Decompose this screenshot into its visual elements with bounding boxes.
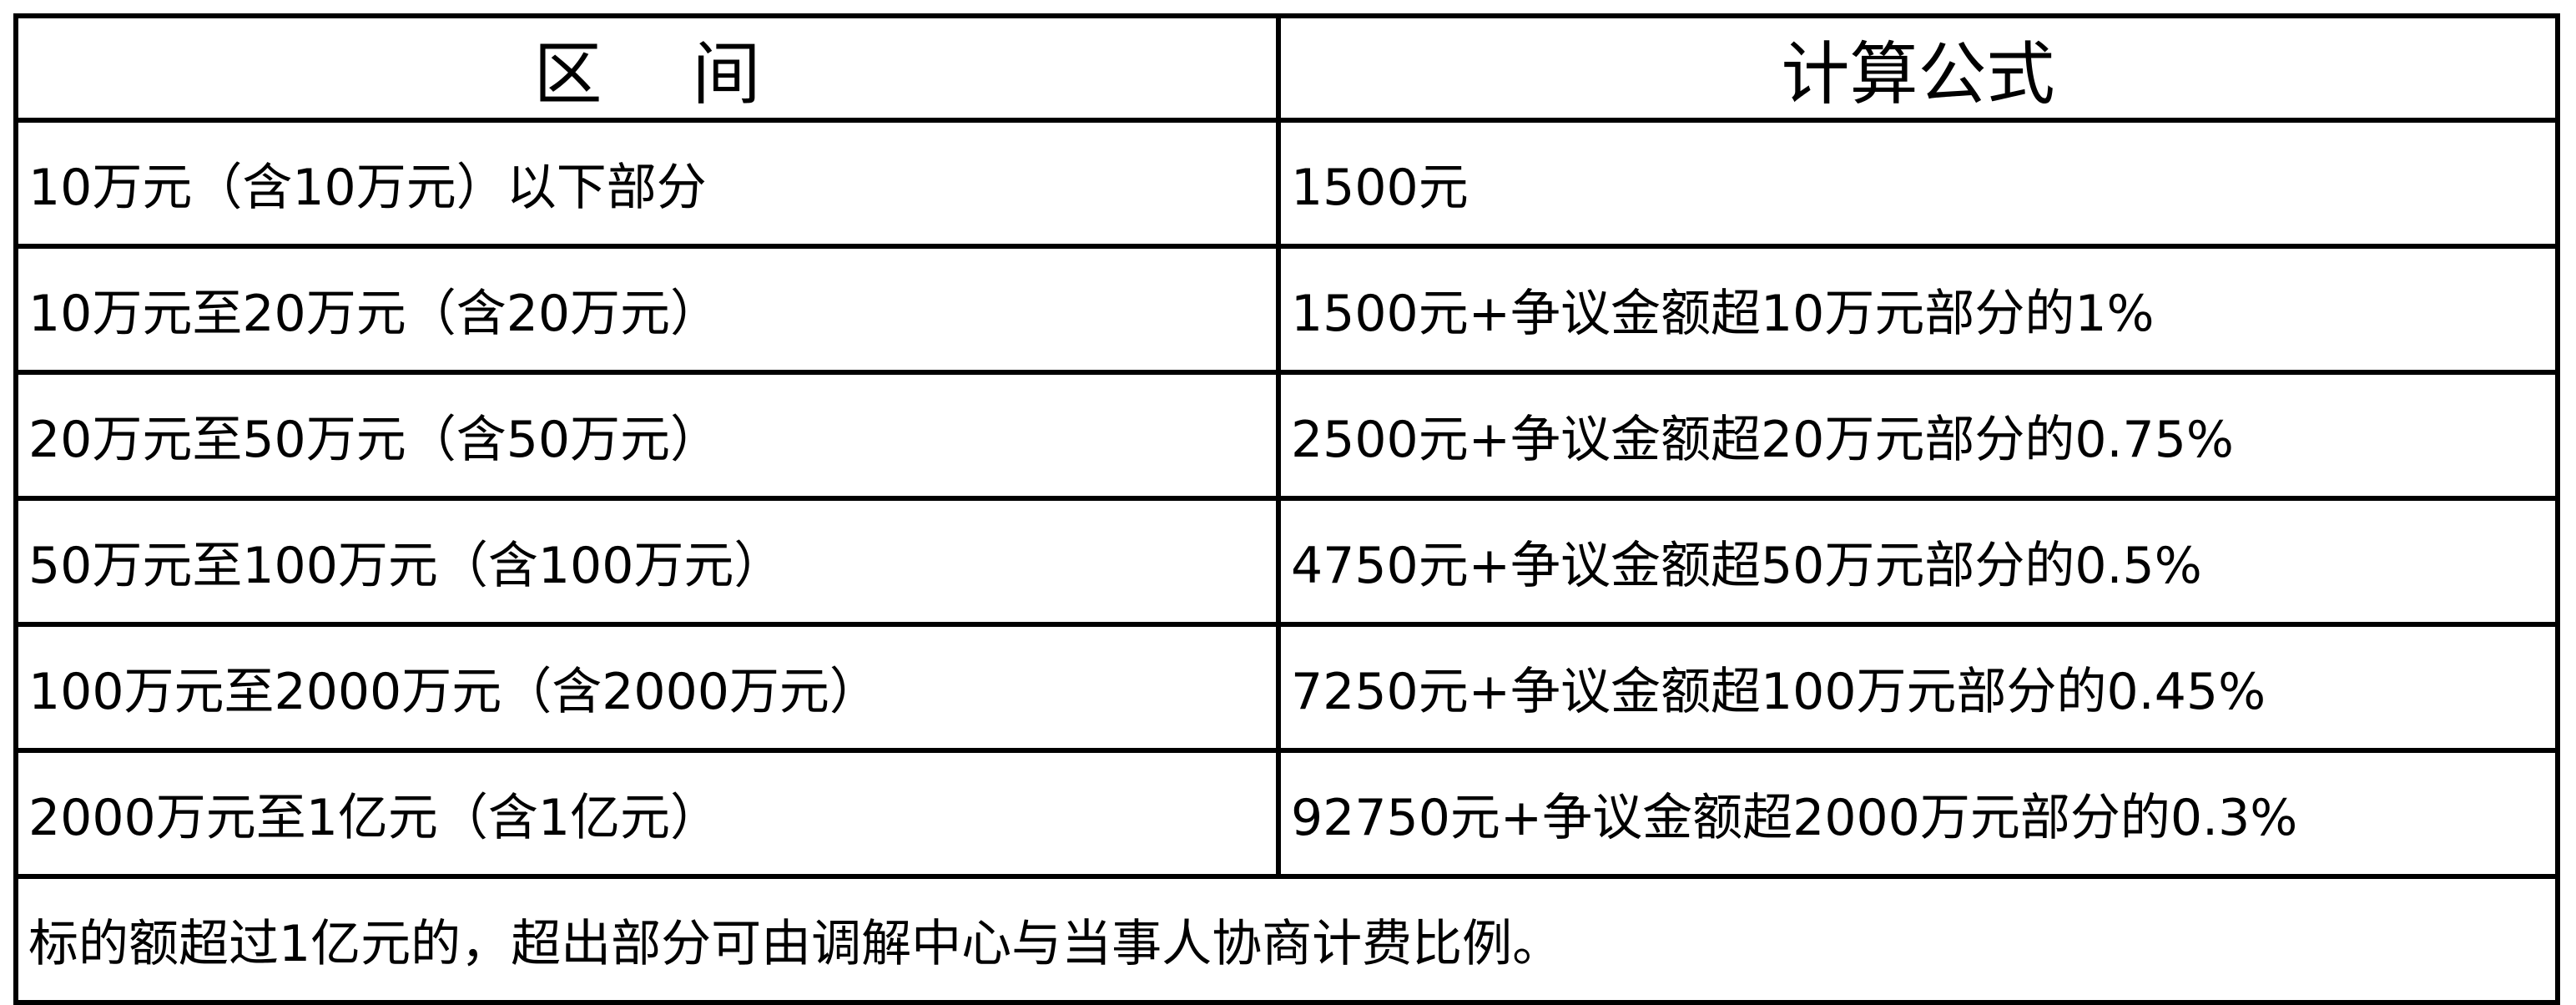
table-header-row: 区 间 计算公式	[13, 13, 2560, 123]
formula-cell: 7250元+争议金额超100万元部分的0.45%	[1276, 622, 2560, 753]
formula-cell: 92750元+争议金额超2000万元部分的0.3%	[1276, 748, 2560, 879]
formula-cell: 4750元+争议金额超50万元部分的0.5%	[1276, 496, 2560, 627]
table-row: 10万元至20万元（含20万元） 1500元+争议金额超10万元部分的1%	[13, 244, 2560, 375]
range-cell: 100万元至2000万元（含2000万元）	[13, 622, 1281, 753]
table-row: 2000万元至1亿元（含1亿元） 92750元+争议金额超2000万元部分的0.…	[13, 748, 2560, 879]
header-range: 区 间	[13, 13, 1281, 123]
range-cell: 10万元至20万元（含20万元）	[13, 244, 1281, 375]
footer-note: 标的额超过1亿元的，超出部分可由调解中心与当事人协商计费比例。	[13, 874, 2560, 1005]
range-cell: 10万元（含10万元）以下部分	[13, 118, 1281, 249]
formula-cell: 2500元+争议金额超20万元部分的0.75%	[1276, 370, 2560, 501]
table-row: 20万元至50万元（含50万元） 2500元+争议金额超20万元部分的0.75%	[13, 370, 2560, 501]
footer-row: 标的额超过1亿元的，超出部分可由调解中心与当事人协商计费比例。	[13, 874, 2560, 1005]
formula-cell: 1500元+争议金额超10万元部分的1%	[1276, 244, 2560, 375]
table-row: 50万元至100万元（含100万元） 4750元+争议金额超50万元部分的0.5…	[13, 496, 2560, 627]
header-formula: 计算公式	[1276, 13, 2560, 123]
table-row: 10万元（含10万元）以下部分 1500元	[13, 118, 2560, 249]
table-row: 100万元至2000万元（含2000万元） 7250元+争议金额超100万元部分…	[13, 622, 2560, 753]
range-cell: 2000万元至1亿元（含1亿元）	[13, 748, 1281, 879]
range-cell: 50万元至100万元（含100万元）	[13, 496, 1281, 627]
range-cell: 20万元至50万元（含50万元）	[13, 370, 1281, 501]
formula-cell: 1500元	[1276, 118, 2560, 249]
fee-table: 区 间 计算公式 10万元（含10万元）以下部分 1500元 10万元至20万元…	[13, 13, 2560, 1005]
